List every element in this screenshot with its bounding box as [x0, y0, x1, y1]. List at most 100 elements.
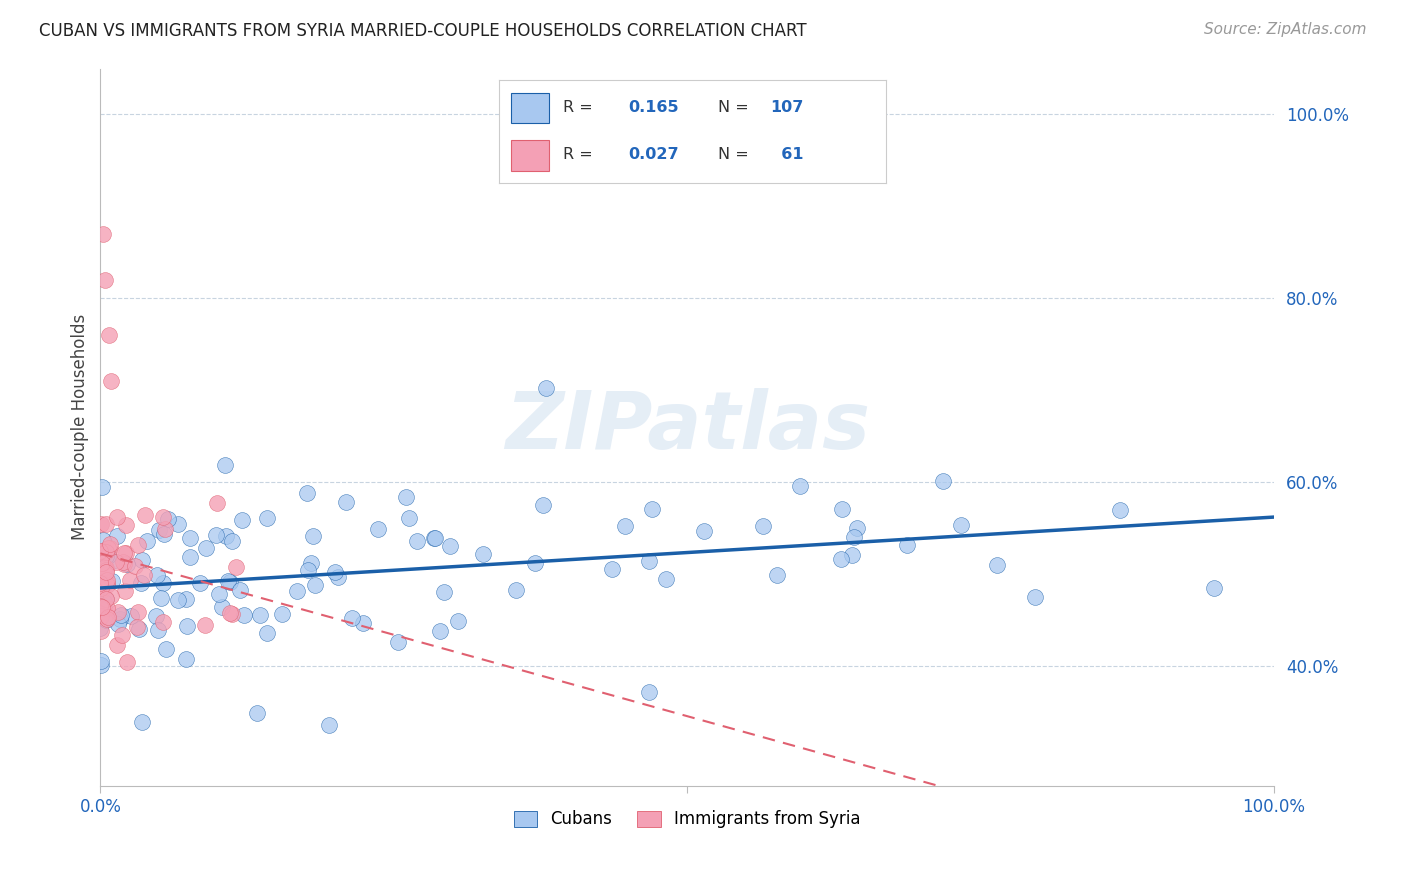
Text: 61: 61 — [770, 147, 803, 162]
Point — [156, 512, 179, 526]
Point — [211, 599, 233, 614]
Point — [94, 563, 117, 577]
Point — [98, 537, 121, 551]
Point — [423, 531, 446, 545]
Point — [127, 605, 149, 619]
Point — [830, 551, 852, 566]
Point — [395, 490, 418, 504]
Point — [131, 553, 153, 567]
Point — [91, 546, 114, 560]
Point — [228, 583, 250, 598]
Text: R =: R = — [562, 100, 593, 115]
Point — [352, 616, 374, 631]
Point — [145, 608, 167, 623]
Point — [287, 584, 309, 599]
Point — [207, 586, 229, 600]
Point — [693, 524, 716, 538]
Point — [112, 557, 135, 571]
Point — [429, 624, 451, 638]
Point — [471, 547, 494, 561]
Point — [90, 609, 112, 624]
Point — [842, 530, 865, 544]
Point — [131, 576, 153, 591]
Point — [89, 544, 111, 558]
Text: R =: R = — [562, 147, 593, 162]
Point — [505, 582, 527, 597]
Point — [94, 565, 117, 579]
FancyBboxPatch shape — [510, 140, 550, 170]
Point — [179, 531, 201, 545]
Point — [323, 565, 346, 579]
Point — [100, 374, 122, 388]
Point — [221, 607, 243, 622]
Point — [1024, 591, 1046, 605]
Point — [841, 549, 863, 563]
Point — [94, 591, 117, 606]
Point — [115, 518, 138, 533]
Point — [89, 599, 111, 613]
Point — [152, 615, 174, 629]
Point — [536, 381, 558, 395]
Point — [152, 576, 174, 591]
Point — [179, 549, 201, 564]
Point — [93, 559, 115, 574]
Text: CUBAN VS IMMIGRANTS FROM SYRIA MARRIED-COUPLE HOUSEHOLDS CORRELATION CHART: CUBAN VS IMMIGRANTS FROM SYRIA MARRIED-C… — [39, 22, 807, 40]
Point — [105, 638, 128, 652]
Point — [101, 554, 124, 568]
Point — [115, 557, 138, 571]
Point — [1202, 581, 1225, 595]
Point — [97, 610, 120, 624]
Point — [301, 528, 323, 542]
Text: 0.165: 0.165 — [628, 100, 679, 115]
Point — [613, 518, 636, 533]
Point — [225, 559, 247, 574]
Point — [176, 618, 198, 632]
Point — [110, 607, 132, 622]
Point — [97, 541, 120, 556]
Point — [121, 609, 143, 624]
Text: ZIPatlas: ZIPatlas — [505, 388, 870, 467]
Point — [91, 582, 114, 597]
Point — [304, 577, 326, 591]
Point — [215, 529, 238, 543]
Point — [194, 541, 217, 555]
Point — [152, 510, 174, 524]
Point — [91, 533, 114, 548]
Point — [120, 574, 142, 588]
Text: 107: 107 — [770, 100, 803, 115]
Point — [89, 621, 111, 635]
Point — [89, 575, 111, 590]
Point — [148, 523, 170, 537]
Point — [152, 526, 174, 541]
Point — [602, 562, 624, 576]
Point — [96, 573, 118, 587]
Point — [90, 654, 112, 668]
Point — [155, 522, 177, 536]
Point — [105, 510, 128, 524]
Point — [127, 620, 149, 634]
Point — [447, 614, 470, 628]
Point — [299, 556, 322, 570]
Point — [270, 607, 292, 622]
Point — [214, 458, 236, 473]
Point — [654, 573, 676, 587]
Point — [295, 485, 318, 500]
Point — [114, 583, 136, 598]
Point — [93, 595, 115, 609]
Point — [256, 625, 278, 640]
Point — [150, 591, 173, 606]
FancyBboxPatch shape — [510, 93, 550, 123]
Point — [94, 592, 117, 607]
Text: N =: N = — [717, 147, 748, 162]
Point — [194, 618, 217, 632]
Point — [221, 533, 243, 548]
Point — [135, 533, 157, 548]
Point — [932, 475, 955, 489]
Point — [405, 534, 427, 549]
Point — [246, 706, 269, 721]
Point — [94, 516, 117, 531]
Point — [896, 538, 918, 552]
Y-axis label: Married-couple Households: Married-couple Households — [72, 314, 89, 541]
Point — [155, 642, 177, 657]
Point — [127, 538, 149, 552]
